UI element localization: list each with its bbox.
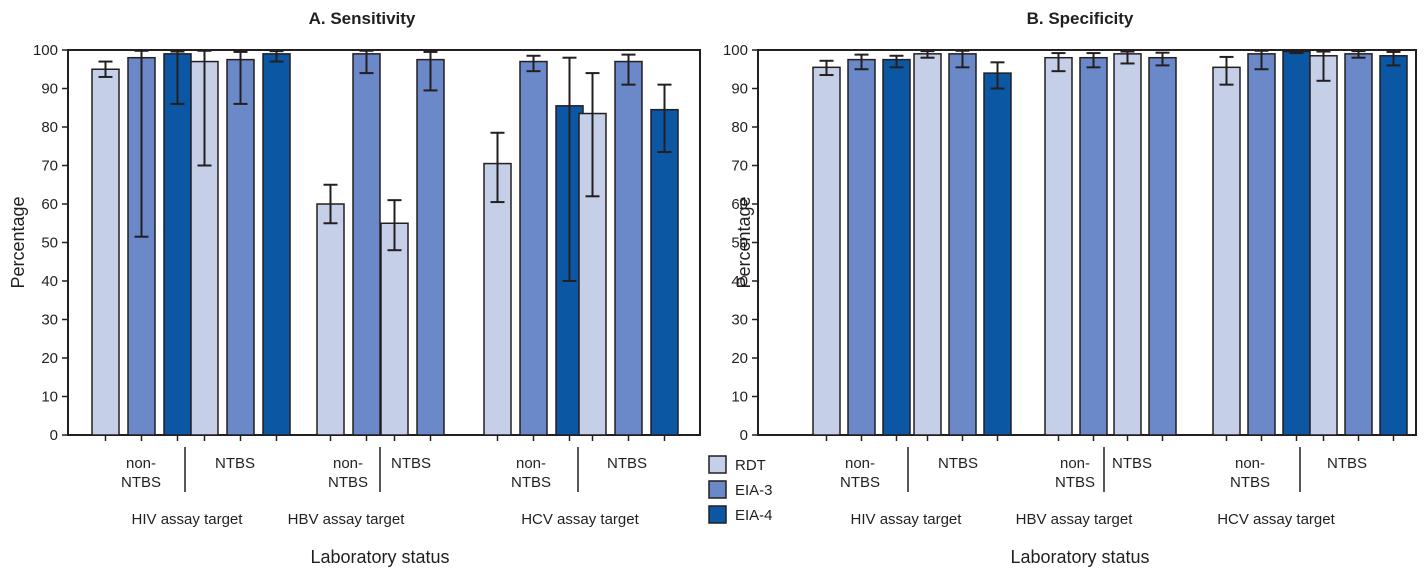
- y-tick-label: 90: [731, 81, 748, 98]
- bar-rdt: [483, 162, 512, 436]
- status-label-non-ntbs: non-: [126, 455, 156, 472]
- bar-eia-3: [847, 58, 876, 436]
- y-tick-label: 0: [50, 427, 58, 444]
- bar-eia-3: [1079, 56, 1108, 436]
- x-axis-title: Laboratory status: [310, 547, 449, 567]
- bar-eia-4: [1282, 50, 1311, 436]
- bar-rdt: [913, 53, 942, 436]
- panel-title: A. Sensitivity: [309, 9, 416, 28]
- y-tick-label: 80: [41, 119, 58, 136]
- status-label-non-ntbs: non-: [516, 455, 546, 472]
- y-tick-label: 50: [731, 235, 748, 252]
- bar-eia-4: [882, 58, 911, 436]
- status-label-ntbs: NTBS: [607, 455, 647, 472]
- bar-eia-3: [948, 53, 977, 436]
- y-tick-label: 100: [723, 42, 748, 59]
- y-tick-label: 80: [731, 119, 748, 136]
- bar-rdt: [91, 68, 120, 436]
- bar-rdt: [1044, 56, 1073, 436]
- y-tick-label: 40: [41, 273, 58, 290]
- bar-eia-4: [1379, 55, 1408, 436]
- status-label-non-ntbs: non-: [845, 455, 875, 472]
- status-label-non-ntbs: NTBS: [328, 474, 368, 491]
- bar-eia-4: [650, 108, 679, 436]
- y-tick-label: 100: [33, 42, 58, 59]
- status-label-non-ntbs: NTBS: [840, 474, 880, 491]
- bar-rdt: [380, 222, 409, 436]
- bar-eia-3: [352, 53, 381, 436]
- bar-rdt: [812, 66, 841, 436]
- y-tick-label: 50: [41, 235, 58, 252]
- y-tick-label: 20: [731, 350, 748, 367]
- y-tick-label: 70: [41, 158, 58, 175]
- status-label-ntbs: NTBS: [1112, 455, 1152, 472]
- assay-target-label: HIV assay target: [851, 511, 963, 528]
- bar-rdt: [316, 203, 345, 436]
- status-label-non-ntbs: non-: [1060, 455, 1090, 472]
- panel-title: B. Specificity: [1027, 9, 1134, 28]
- assay-target-label: HIV assay target: [132, 511, 244, 528]
- y-tick-label: 20: [41, 350, 58, 367]
- y-tick-label: 60: [41, 196, 58, 213]
- status-label-non-ntbs: non-: [1235, 455, 1265, 472]
- status-label-non-ntbs: NTBS: [1230, 474, 1270, 491]
- assay-target-label: HCV assay target: [1217, 511, 1335, 528]
- bar-eia-3: [1247, 53, 1276, 436]
- bar-eia-3: [416, 58, 445, 436]
- y-tick-label: 30: [731, 312, 748, 329]
- y-tick-label: 30: [41, 312, 58, 329]
- status-label-ntbs: NTBS: [215, 455, 255, 472]
- bar-eia-4: [163, 53, 192, 436]
- status-label-non-ntbs: NTBS: [121, 474, 161, 491]
- bar-eia-3: [1148, 56, 1177, 436]
- bar-eia-3: [226, 58, 255, 436]
- status-label-non-ntbs: NTBS: [511, 474, 551, 491]
- bar-eia-3: [1344, 53, 1373, 436]
- legend-label-eia-4: EIA-4: [735, 507, 773, 524]
- y-tick-label: 60: [731, 196, 748, 213]
- legend-swatch-eia-3: [708, 480, 727, 499]
- y-tick-label: 40: [731, 273, 748, 290]
- status-label-non-ntbs: NTBS: [1055, 474, 1095, 491]
- legend-label-eia-3: EIA-3: [735, 482, 773, 499]
- bar-eia-3: [519, 60, 548, 436]
- y-tick-label: 0: [740, 427, 748, 444]
- status-label-ntbs: NTBS: [391, 455, 431, 472]
- y-axis-title: Percentage: [734, 196, 754, 288]
- y-tick-label: 90: [41, 81, 58, 98]
- status-label-ntbs: NTBS: [938, 455, 978, 472]
- y-axis-title: Percentage: [8, 196, 28, 288]
- bar-eia-4: [262, 53, 291, 436]
- bar-rdt: [1113, 53, 1142, 436]
- status-label-ntbs: NTBS: [1327, 455, 1367, 472]
- x-axis-title: Laboratory status: [1010, 547, 1149, 567]
- assay-target-label: HCV assay target: [521, 511, 639, 528]
- bar-eia-3: [614, 60, 643, 436]
- y-tick-label: 10: [731, 389, 748, 406]
- assay-target-label: HBV assay target: [1016, 511, 1134, 528]
- legend-swatch-rdt: [708, 455, 727, 474]
- bar-rdt: [1309, 55, 1338, 436]
- y-tick-label: 70: [731, 158, 748, 175]
- legend-label-rdt: RDT: [735, 457, 766, 474]
- y-tick-label: 10: [41, 389, 58, 406]
- bar-eia-4: [983, 72, 1012, 436]
- legend-swatch-eia-4: [708, 505, 727, 524]
- status-label-non-ntbs: non-: [333, 455, 363, 472]
- assay-target-label: HBV assay target: [288, 511, 406, 528]
- bar-rdt: [1212, 66, 1241, 436]
